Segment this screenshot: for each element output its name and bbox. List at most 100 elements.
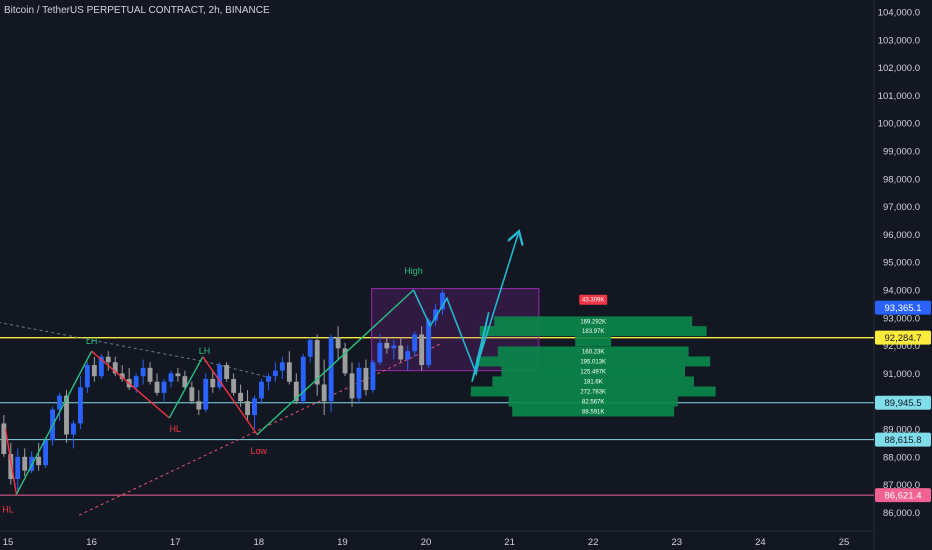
volume-profile-label: 195.013K [580, 359, 606, 365]
structure-leg [15, 350, 93, 495]
swing-label: LH [86, 336, 98, 346]
last-price-badge-text: 93,365.1 [885, 303, 922, 314]
y-tick-label: 91,000.0 [883, 369, 920, 380]
candle-body [272, 370, 278, 377]
structure-leg [168, 356, 204, 419]
candle-body [377, 342, 383, 363]
candle-body [105, 356, 111, 363]
volume-profile-bar [479, 326, 707, 337]
level-price-badge [875, 395, 931, 410]
y-tick-label: 96,000.0 [883, 230, 920, 241]
candle-body [286, 362, 292, 382]
volume-profile-label: 125.497K [580, 369, 606, 375]
y-tick-label: 103,000.0 [878, 35, 920, 46]
projection-path [412, 234, 519, 382]
candle-body [259, 381, 264, 399]
candle-body [252, 398, 257, 416]
candle-body [426, 320, 432, 366]
candle-body [168, 373, 174, 382]
volume-profile-label: 181.6K [584, 379, 603, 385]
level-price-badge [875, 330, 931, 345]
y-tick-label: 92,000.0 [883, 341, 920, 352]
x-tick-label: 15 [3, 537, 14, 548]
candle-body [43, 440, 49, 466]
volume-profile-bar [470, 386, 716, 397]
x-tick-label: 24 [755, 537, 766, 548]
level-price-badge-text: 86,621.4 [885, 491, 922, 502]
candle-body [98, 356, 104, 377]
candle-body [15, 456, 21, 480]
volume-profile-label: 183.97K [582, 329, 604, 335]
swing-label: HL [2, 504, 14, 514]
volume-peak-label: 43.309K [582, 298, 604, 304]
candle-body [279, 362, 285, 371]
volume-profile-label: 169.292K [580, 319, 606, 325]
x-tick-label: 23 [672, 537, 683, 548]
x-tick-label: 19 [337, 537, 348, 548]
y-tick-label: 94,000.0 [883, 286, 920, 297]
last-price-badge [875, 300, 931, 315]
candle-body [8, 454, 14, 480]
volume-profile-bar [501, 366, 685, 377]
candle-body [321, 384, 327, 402]
candle-body [356, 367, 362, 399]
level-price-badge-text: 89,945.5 [885, 398, 922, 409]
volume-profile-bar [497, 346, 689, 357]
candle-body [64, 395, 69, 435]
x-tick-label: 18 [254, 537, 265, 548]
y-tick-label: 97,000.0 [883, 202, 920, 213]
y-tick-label: 100,000.0 [878, 119, 920, 130]
candle-body [71, 423, 76, 435]
volume-profile-label: 160.23K [582, 349, 604, 355]
volume-profile-bar [508, 396, 678, 407]
candle-body [203, 378, 209, 410]
volume-profile-bar [494, 316, 693, 327]
candle-body [210, 378, 216, 388]
candle-body [405, 351, 411, 360]
candle-body [307, 340, 313, 357]
structure-leg [4, 428, 18, 495]
y-tick-label: 95,000.0 [883, 258, 920, 269]
candle-body [217, 365, 223, 388]
candle-body [293, 381, 299, 402]
x-tick-label: 25 [839, 537, 850, 548]
candle-body [175, 373, 181, 377]
y-tick-label: 101,000.0 [878, 91, 920, 102]
volume-profile-bar [575, 336, 612, 347]
structure-leg [91, 350, 170, 419]
candle-body [335, 337, 341, 349]
candle-body [1, 423, 7, 455]
structure-leg [202, 356, 258, 436]
chart-title: Bitcoin / TetherUS PERPETUAL CONTRACT, 2… [4, 5, 270, 16]
candle-body [398, 345, 404, 360]
candle-body [384, 342, 390, 349]
ascending-trendline [78, 342, 443, 516]
candle-body [419, 334, 425, 366]
x-tick-label: 21 [504, 537, 515, 548]
candle-body [133, 376, 139, 388]
candle-body [189, 387, 195, 402]
candle-body [314, 340, 320, 385]
candle-body [224, 365, 230, 379]
candle-body [91, 365, 97, 377]
candle-body [84, 365, 90, 388]
candle-body [112, 362, 118, 374]
candle-body [147, 367, 153, 382]
structure-leg [256, 289, 414, 436]
x-tick-label: 17 [170, 537, 181, 548]
candle-body [370, 362, 376, 391]
y-tick-label: 102,000.0 [878, 63, 920, 74]
candle-body [328, 337, 334, 402]
x-tick-label: 16 [86, 537, 97, 548]
y-tick-label: 98,000.0 [883, 174, 920, 185]
level-price-badge [875, 488, 931, 503]
candle-body [433, 309, 439, 321]
candle-body [154, 381, 160, 393]
volume-profile-bar [492, 376, 694, 387]
candle-body [57, 395, 62, 410]
volume-profile-label: 82.567K [582, 399, 604, 405]
swing-label: High [404, 266, 423, 276]
candle-body [266, 376, 271, 382]
candle-body [238, 392, 244, 402]
